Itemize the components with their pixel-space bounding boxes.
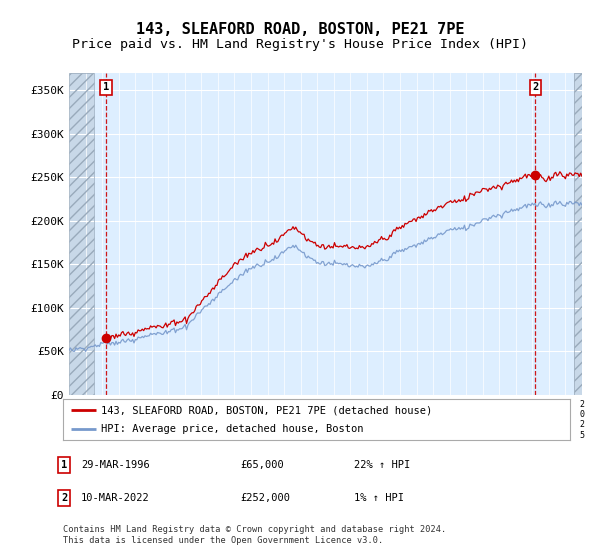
Text: 2: 2 (61, 493, 67, 503)
Text: 29-MAR-1996: 29-MAR-1996 (81, 460, 150, 470)
Bar (69, 73, 94, 395)
Text: 1: 1 (103, 82, 109, 92)
Text: 2: 2 (532, 82, 539, 92)
Text: £65,000: £65,000 (240, 460, 284, 470)
Text: 1% ↑ HPI: 1% ↑ HPI (354, 493, 404, 503)
Text: 143, SLEAFORD ROAD, BOSTON, PE21 7PE (detached house): 143, SLEAFORD ROAD, BOSTON, PE21 7PE (de… (101, 405, 432, 415)
Bar (574, 73, 582, 395)
Text: HPI: Average price, detached house, Boston: HPI: Average price, detached house, Bost… (101, 424, 364, 433)
Text: 143, SLEAFORD ROAD, BOSTON, PE21 7PE: 143, SLEAFORD ROAD, BOSTON, PE21 7PE (136, 22, 464, 38)
Text: Contains HM Land Registry data © Crown copyright and database right 2024.
This d: Contains HM Land Registry data © Crown c… (63, 525, 446, 545)
Text: 22% ↑ HPI: 22% ↑ HPI (354, 460, 410, 470)
Text: 10-MAR-2022: 10-MAR-2022 (81, 493, 150, 503)
Bar (69, 73, 94, 395)
Text: Price paid vs. HM Land Registry's House Price Index (HPI): Price paid vs. HM Land Registry's House … (72, 38, 528, 50)
Text: 1: 1 (61, 460, 67, 470)
Bar (574, 73, 582, 395)
Text: £252,000: £252,000 (240, 493, 290, 503)
